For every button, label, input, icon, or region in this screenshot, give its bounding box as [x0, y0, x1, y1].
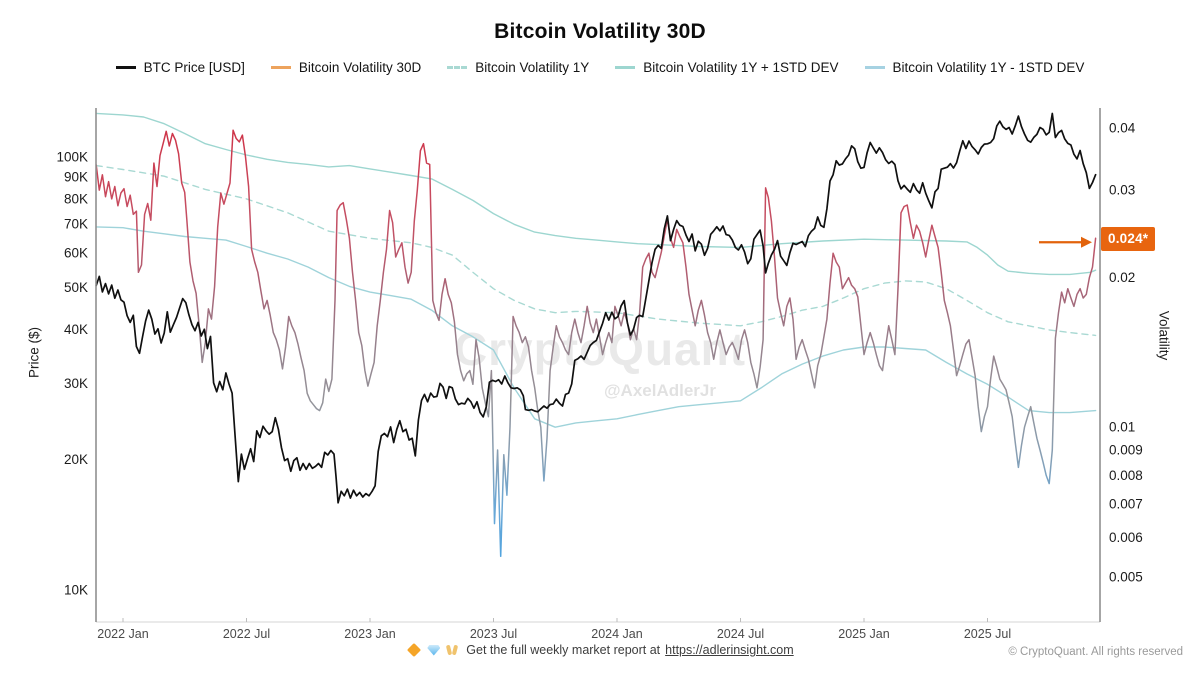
report-link[interactable]: https://adlerinsight.com	[665, 643, 794, 657]
price-tick-label: 100K	[56, 150, 88, 165]
legend-label-vol-1y-minus-std: Bitcoin Volatility 1Y - 1STD DEV	[892, 60, 1085, 75]
legend-swatch-vol-30d	[270, 66, 291, 69]
legend-item-btc-price: BTC Price [USD]	[115, 60, 245, 75]
legend-swatch-vol-1y	[447, 66, 468, 69]
legend-item-vol-30d: Bitcoin Volatility 30D	[270, 60, 422, 75]
volatility-tick-label: 0.04	[1109, 121, 1136, 136]
legend: BTC Price [USD] Bitcoin Volatility 30D B…	[0, 60, 1200, 75]
volatility-tick-label: 0.007	[1109, 497, 1143, 512]
gem-icon	[427, 644, 441, 656]
volatility-tick-label: 0.03	[1109, 183, 1135, 198]
price-tick-label: 30K	[64, 376, 88, 391]
legend-item-vol-1y-plus-std: Bitcoin Volatility 1Y + 1STD DEV	[615, 60, 839, 75]
price-tick-label: 20K	[64, 452, 88, 467]
price-tick-label: 60K	[64, 246, 88, 261]
legend-item-vol-1y: Bitcoin Volatility 1Y	[447, 60, 589, 75]
volatility-tick-label: 0.009	[1109, 442, 1143, 457]
volatility-tick-label: 0.006	[1109, 530, 1143, 545]
series-bitcoin-volatility-30d	[95, 129, 1097, 558]
legend-label-vol-1y-plus-std: Bitcoin Volatility 1Y + 1STD DEV	[643, 60, 839, 75]
legend-label-vol-1y: Bitcoin Volatility 1Y	[475, 60, 590, 75]
legend-label-vol-30d: Bitcoin Volatility 30D	[298, 60, 422, 75]
volatility-tick-label: 0.02	[1109, 270, 1135, 285]
volatility-tick-label: 0.008	[1109, 468, 1143, 483]
series-btc-price-usd-	[95, 112, 1097, 504]
price-tick-label: 50K	[64, 280, 88, 295]
x-axis-tick-label: 2023 Jan	[344, 627, 395, 641]
volatility-tick-label: 0.01	[1109, 420, 1135, 435]
series-bitcoin-volatility-1y-1std-dev	[95, 112, 1097, 276]
x-axis-tick-label: 2023 Jul	[470, 627, 517, 641]
annotation-arrow-head	[1081, 236, 1092, 248]
copyright-notice: © CryptoQuant. All rights reserved	[1008, 646, 1183, 658]
footer-text: Get the full weekly market report at	[466, 643, 661, 657]
chart-title: Bitcoin Volatility 30D	[494, 20, 706, 43]
legend-item-vol-1y-minus-std: Bitcoin Volatility 1Y - 1STD DEV	[864, 60, 1085, 75]
x-axis-tick-label: 2022 Jan	[97, 627, 148, 641]
price-tick-label: 80K	[64, 191, 88, 206]
x-axis-tick-label: 2022 Jul	[223, 627, 270, 641]
legend-swatch-vol-1y-plus-std	[615, 66, 636, 69]
price-tick-label: 40K	[64, 322, 88, 337]
x-axis-tick-label: 2025 Jul	[964, 627, 1011, 641]
legend-label-btc-price: BTC Price [USD]	[143, 60, 245, 75]
x-axis-tick-label: 2025 Jan	[838, 627, 889, 641]
footer-message: Get the full weekly market report at htt…	[0, 642, 1200, 658]
x-axis-tick-label: 2024 Jan	[591, 627, 642, 641]
series-bitcoin-volatility-1y	[95, 164, 1097, 337]
price-tick-label: 10K	[64, 583, 88, 598]
x-axis-tick-label: 2024 Jul	[717, 627, 764, 641]
legend-swatch-btc-price	[115, 66, 136, 69]
series-bitcoin-volatility-1y-1std-dev	[95, 226, 1097, 428]
price-tick-label: 70K	[64, 217, 88, 232]
legend-swatch-vol-1y-minus-std	[864, 66, 885, 69]
current-value-badge: 0.024*	[1101, 227, 1156, 251]
volatility-tick-label: 0.005	[1109, 569, 1143, 584]
price-tick-label: 90K	[64, 169, 88, 184]
